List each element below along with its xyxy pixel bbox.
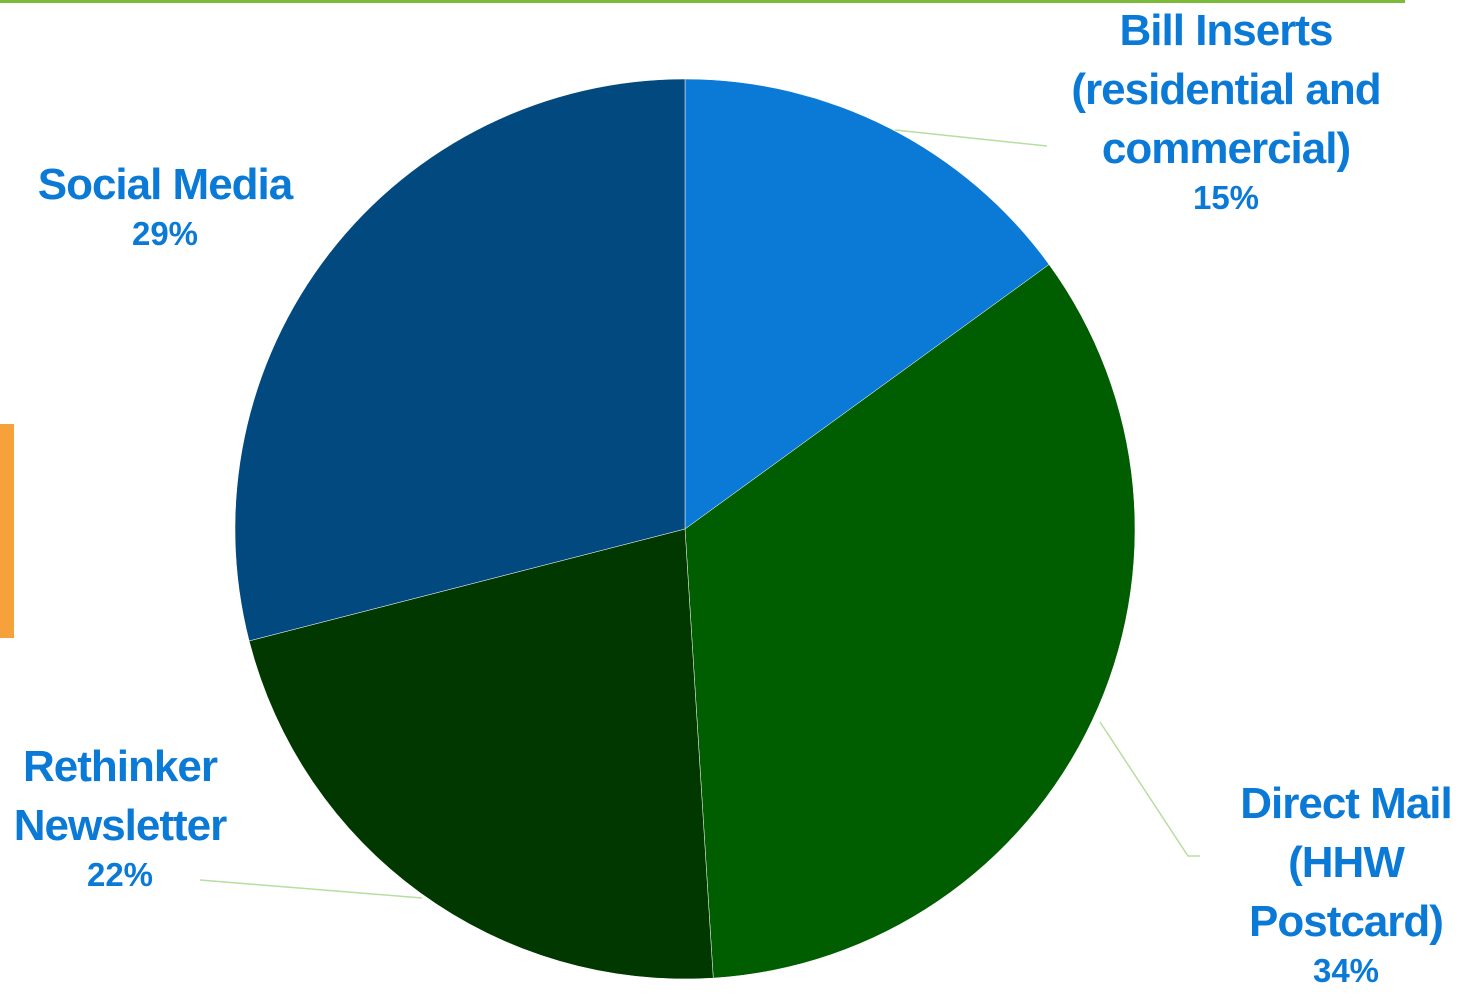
leader-line-direct-mail (1099, 721, 1200, 857)
slice-percent-rethinker-newsletter: 22% (86, 856, 154, 893)
leader-line-bill-inserts (894, 129, 1048, 147)
side-accent-bar (0, 424, 14, 638)
pie-slices (234, 78, 1136, 980)
pie-slice-rethinker-newsletter (248, 528, 714, 980)
slice-percent-bill-inserts: 15% (1192, 179, 1260, 216)
leader-lines (199, 129, 1200, 899)
slice-name-social-media: Social Media (37, 160, 294, 209)
pie-slice-bill-inserts (684, 78, 1050, 530)
top-accent-rule (0, 0, 1405, 3)
slice-percent-social-media: 29% (131, 215, 199, 252)
slice-name-bill-inserts: Bill Inserts (residential and commercial… (1071, 6, 1381, 173)
slice-label-social-media: Social Media 29% (20, 155, 310, 254)
slice-label-bill-inserts: Bill Inserts (residential and commercial… (1046, 1, 1406, 218)
slice-name-direct-mail: Direct Mail (HHW Postcard) (1240, 779, 1453, 946)
slice-percent-direct-mail: 34% (1312, 952, 1380, 989)
slice-label-rethinker-newsletter: Rethinker Newsletter 22% (0, 737, 240, 895)
leader-line-rethinker-newsletter (199, 879, 423, 899)
pie-slice-direct-mail (684, 264, 1136, 979)
pie-slice-social-media (234, 78, 686, 642)
slice-label-direct-mail: Direct Mail (HHW Postcard) 34% (1216, 774, 1476, 991)
slice-name-rethinker-newsletter: Rethinker Newsletter (13, 742, 228, 850)
